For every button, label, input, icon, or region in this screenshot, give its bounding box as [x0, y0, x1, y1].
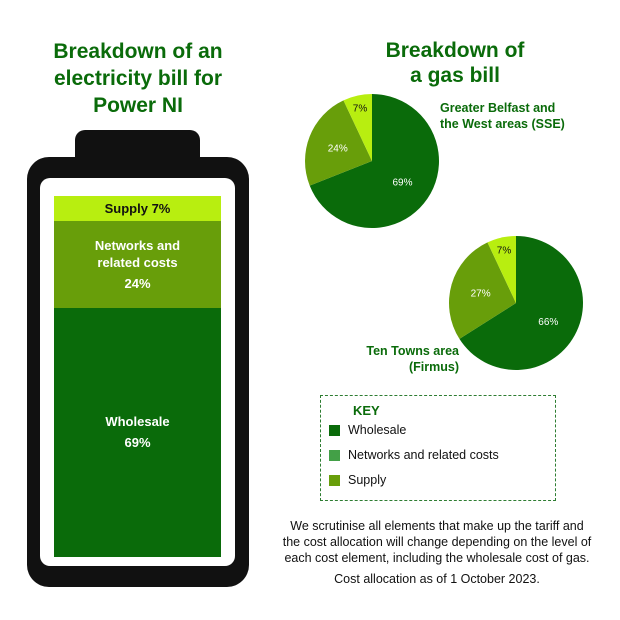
- pie-value-label: 66%: [538, 317, 558, 328]
- bar-value-wholesale: 69%: [124, 435, 151, 451]
- bar-segment-networks: Networks and related costs 24%: [54, 221, 221, 308]
- bar-value-networks: 24%: [124, 276, 151, 292]
- electricity-title-line: electricity bill for: [53, 67, 223, 90]
- gas-title-line: a gas bill: [410, 64, 500, 87]
- bar-label-networks: Networks and related costs: [95, 237, 180, 271]
- electricity-chart-title: Breakdown of an electricity bill for Pow…: [18, 38, 258, 119]
- pie-slice-wholesale: [309, 94, 440, 228]
- pie-title-sse-line: Greater Belfast and: [440, 101, 556, 115]
- pie-slice-supply: [343, 94, 372, 161]
- pie-value-label: 7%: [497, 245, 512, 256]
- pie-slice-networks-and-related-costs: [448, 242, 516, 339]
- legend-key: KEY Wholesale Networks and related costs…: [320, 395, 556, 501]
- pie-title-firmus: Ten Towns area (Firmus): [362, 343, 459, 375]
- legend-swatch: [329, 449, 340, 461]
- pie-value-label: 27%: [471, 289, 491, 300]
- bar-label-networks-line: Networks and: [94, 238, 181, 254]
- pie-value-label: 24%: [328, 143, 348, 154]
- explanatory-note: We scrutinise all elements that make up …: [272, 518, 602, 566]
- pie-slice-networks-and-related-costs: [304, 100, 372, 186]
- note-line: the cost allocation will change dependin…: [282, 535, 592, 549]
- pie-title-firmus-line: (Firmus): [409, 360, 459, 374]
- legend-title: KEY: [353, 403, 380, 418]
- electricity-title-line: Breakdown of an: [53, 40, 223, 63]
- pie-title-firmus-line: Ten Towns area: [366, 344, 459, 358]
- legend-item-networks: Networks and related costs: [329, 448, 499, 462]
- pie-value-label: 7%: [353, 103, 368, 114]
- pie-slice-supply: [487, 236, 516, 303]
- legend-item-wholesale: Wholesale: [329, 423, 406, 437]
- electricity-title-line: Power NI: [93, 94, 183, 117]
- bar-segment-supply: Supply 7%: [54, 196, 221, 222]
- legend-swatch: [329, 474, 340, 486]
- legend-item-label: Networks and related costs: [348, 448, 499, 462]
- pie-title-sse-line: the West areas (SSE): [440, 117, 565, 131]
- legend-item-supply: Supply: [329, 473, 386, 487]
- pie-title-sse: Greater Belfast and the West areas (SSE): [440, 100, 565, 132]
- bar-label-networks-line: related costs: [97, 255, 178, 271]
- pie-value-label: 69%: [392, 178, 412, 189]
- legend-swatch: [329, 424, 340, 436]
- note-line: each cost element, including the wholesa…: [284, 551, 590, 565]
- gas-title-line: Breakdown of: [385, 39, 525, 62]
- note-line: We scrutinise all elements that make up …: [290, 519, 584, 533]
- cost-allocation-date: Cost allocation as of 1 October 2023.: [334, 572, 540, 586]
- legend-item-label: Supply: [348, 473, 387, 487]
- gas-chart-title: Breakdown of a gas bill: [355, 38, 555, 88]
- pie-slice-wholesale: [459, 236, 583, 370]
- bar-label-supply: Supply 7%: [104, 201, 171, 217]
- bar-segment-wholesale: Wholesale 69%: [54, 307, 221, 557]
- bar-label-wholesale: Wholesale: [105, 414, 170, 430]
- legend-item-label: Wholesale: [348, 423, 407, 437]
